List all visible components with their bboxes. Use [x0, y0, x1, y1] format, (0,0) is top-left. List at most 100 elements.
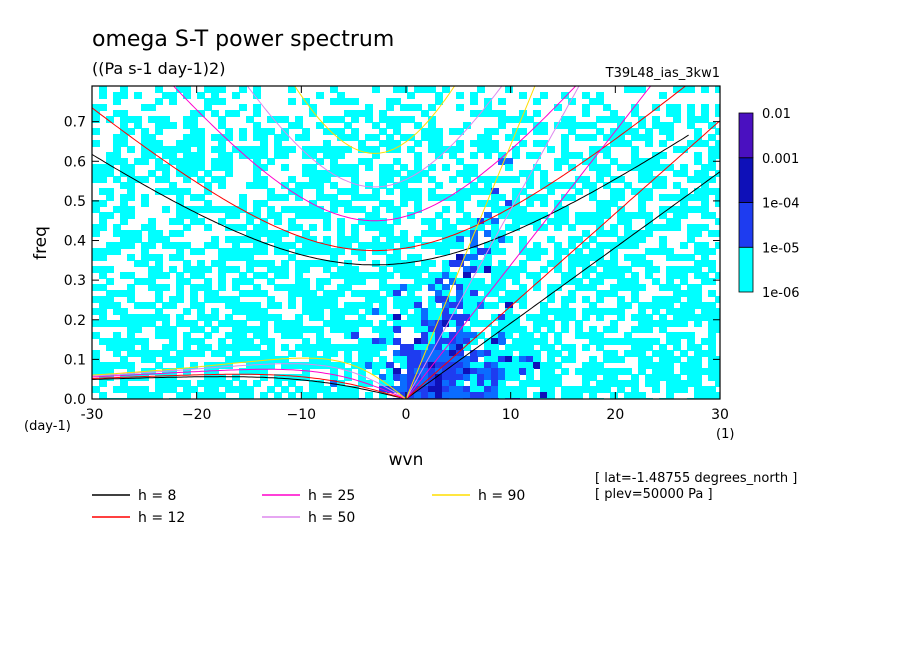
- heat-cell: [253, 170, 261, 177]
- heat-cell: [253, 356, 261, 363]
- heat-cell: [316, 188, 324, 195]
- heat-cell: [155, 146, 163, 153]
- heat-cell: [253, 86, 261, 93]
- heat-cell: [295, 374, 303, 381]
- heat-cell: [414, 122, 422, 129]
- colorbar-band: [738, 112, 754, 159]
- heat-cell: [708, 332, 716, 339]
- heat-cell: [218, 350, 226, 357]
- heat-cell: [694, 302, 702, 309]
- heat-cell: [274, 146, 282, 153]
- heat-cell: [302, 284, 310, 291]
- heat-cell: [253, 242, 261, 249]
- heat-cell: [323, 362, 331, 369]
- heat-cell: [687, 230, 695, 237]
- heat-cell: [456, 188, 464, 195]
- heat-cell: [435, 128, 443, 135]
- heat-cell: [253, 212, 261, 219]
- heat-cell: [253, 290, 261, 297]
- heat-cell: [470, 380, 478, 387]
- heat-cell: [162, 350, 170, 357]
- heat-cell: [344, 146, 352, 153]
- heat-cell: [470, 302, 478, 309]
- heat-cell: [645, 380, 653, 387]
- heat-cell: [169, 182, 177, 189]
- heat-cell: [645, 266, 653, 273]
- heat-cell: [379, 326, 387, 333]
- heat-cell: [554, 104, 562, 111]
- heat-cell: [666, 278, 674, 285]
- heat-cell: [596, 248, 604, 255]
- heat-cell: [659, 314, 667, 321]
- x-tick-label: -30: [81, 407, 104, 423]
- heat-cell: [92, 332, 100, 339]
- heat-cell: [316, 296, 324, 303]
- heat-cell: [701, 302, 709, 309]
- heat-cell: [302, 338, 310, 345]
- heat-cell: [141, 152, 149, 159]
- heat-cell: [141, 128, 149, 135]
- heat-cell: [610, 128, 618, 135]
- heat-cell: [183, 350, 191, 357]
- heat-cell: [673, 320, 681, 327]
- heat-cell: [358, 110, 366, 117]
- heat-cell: [372, 152, 380, 159]
- heat-cell: [379, 284, 387, 291]
- heat-cell: [260, 314, 268, 321]
- heat-cell: [253, 152, 261, 159]
- heat-cell: [232, 92, 240, 99]
- heat-cell: [708, 248, 716, 255]
- heat-cell: [596, 314, 604, 321]
- heat-cell: [288, 302, 296, 309]
- heat-cell: [484, 242, 492, 249]
- heat-cell: [638, 326, 646, 333]
- heat-cell: [491, 326, 499, 333]
- heat-cell: [407, 272, 415, 279]
- heat-cell: [540, 368, 548, 375]
- heat-cell: [260, 146, 268, 153]
- heat-cell: [680, 386, 688, 393]
- heat-cell: [687, 176, 695, 183]
- heat-cell: [519, 350, 527, 357]
- heat-cell: [610, 320, 618, 327]
- heat-cell: [281, 164, 289, 171]
- heat-cell: [582, 182, 590, 189]
- heat-cell: [351, 320, 359, 327]
- heat-cell: [176, 86, 184, 93]
- heat-cell: [358, 368, 366, 375]
- heat-cell: [680, 212, 688, 219]
- heat-cell: [666, 134, 674, 141]
- heat-cell: [190, 284, 198, 291]
- heat-cell: [505, 356, 513, 363]
- heat-cell: [211, 176, 219, 183]
- heat-cell: [267, 386, 275, 393]
- heat-cell: [351, 110, 359, 117]
- heat-cell: [127, 368, 135, 375]
- heat-cell: [603, 260, 611, 267]
- y-tick-label: 0.6: [64, 154, 86, 170]
- heat-cell: [554, 380, 562, 387]
- heat-cell: [491, 242, 499, 249]
- heat-cell: [176, 188, 184, 195]
- heat-cell: [106, 116, 114, 123]
- heat-cell: [218, 248, 226, 255]
- heat-cell: [288, 224, 296, 231]
- heat-cell: [610, 188, 618, 195]
- heat-cell: [393, 128, 401, 135]
- heat-cell: [330, 248, 338, 255]
- heat-cell: [547, 236, 555, 243]
- heat-cell: [526, 116, 534, 123]
- heat-cell: [442, 284, 450, 291]
- heat-cell: [351, 116, 359, 123]
- heat-cell: [358, 302, 366, 309]
- heat-cell: [582, 230, 590, 237]
- heat-cell: [106, 170, 114, 177]
- heat-cell: [617, 278, 625, 285]
- heat-cell: [197, 392, 205, 399]
- heat-cell: [631, 326, 639, 333]
- heat-cell: [456, 146, 464, 153]
- heat-cell: [694, 170, 702, 177]
- heat-cell: [638, 164, 646, 171]
- heat-cell: [358, 272, 366, 279]
- heat-cell: [351, 344, 359, 351]
